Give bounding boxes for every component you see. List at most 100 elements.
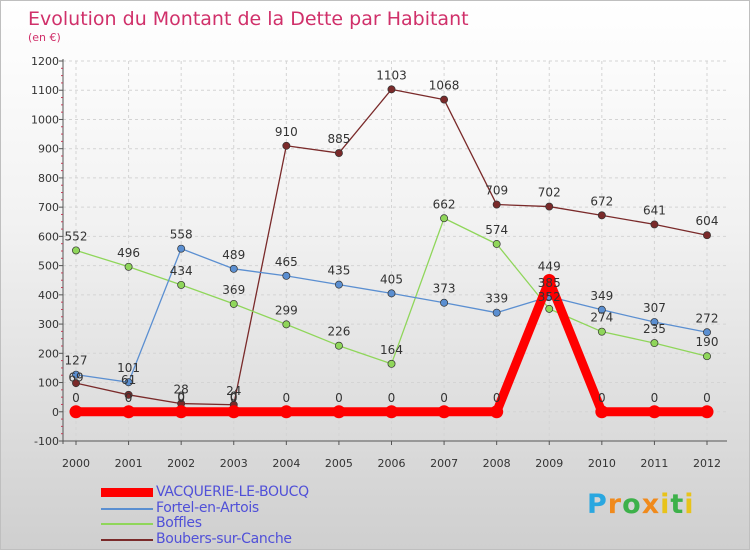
data-point (542, 274, 556, 288)
x-tick-label: 2009 (535, 457, 563, 470)
data-point (703, 328, 711, 337)
data-point (279, 405, 293, 419)
legend-label-boubers: Boubers-sur-Canche (156, 530, 292, 547)
legend-swatch-boubers (101, 538, 153, 541)
logo-letter: t (670, 489, 685, 520)
data-point (440, 95, 449, 104)
data-point (332, 405, 346, 419)
axes: -100010020030040050060070080090010001100… (31, 55, 727, 470)
data-point (387, 359, 396, 368)
x-tick-label: 2001 (115, 457, 143, 470)
data-label: 339 (485, 292, 508, 306)
data-point (387, 289, 396, 298)
data-point (124, 390, 133, 399)
data-point (492, 200, 501, 209)
legend-item-boffles: Boffles (101, 515, 421, 532)
data-label: 1103 (376, 68, 407, 82)
data-point (595, 405, 609, 419)
data-point (229, 264, 238, 273)
data-label: 0 (440, 391, 448, 405)
data-label: 435 (327, 264, 350, 278)
y-tick-label: 100 (38, 377, 59, 390)
data-point (490, 405, 504, 419)
data-point (597, 305, 606, 314)
legend: VACQUERIE-LE-BOUCQ Fortel-en-Artois Boff… (101, 484, 421, 547)
data-point (229, 299, 238, 308)
legend-item-vacquerie: VACQUERIE-LE-BOUCQ (101, 484, 421, 501)
data-point (69, 405, 83, 419)
data-label: 0 (125, 391, 133, 405)
data-point (72, 370, 80, 379)
data-point (703, 231, 711, 240)
x-tick-label: 2000 (62, 457, 90, 470)
x-tick-label: 2004 (272, 457, 300, 470)
data-point (227, 405, 241, 419)
y-tick-label: 700 (38, 201, 59, 214)
data-label: 449 (538, 260, 561, 274)
data-label: 61 (121, 373, 136, 387)
data-label: 434 (170, 264, 193, 278)
data-point (647, 405, 661, 419)
data-point (282, 141, 291, 150)
data-label: 0 (230, 389, 238, 403)
data-label: 702 (538, 186, 561, 200)
data-point (124, 378, 133, 387)
data-label: 190 (696, 335, 719, 349)
data-label: 0 (703, 391, 711, 405)
data-label: 0 (651, 391, 659, 405)
data-point (282, 271, 291, 280)
data-point (177, 280, 186, 289)
data-point (334, 280, 343, 289)
data-label: 0 (72, 391, 80, 405)
data-labels: 28 24 910 885 1103 1068 709 702 672 641 604 552 496 4… (65, 68, 719, 404)
data-label: 349 (590, 289, 613, 303)
data-label: 709 (485, 184, 508, 198)
logo-letter: i (660, 489, 671, 520)
data-label: 405 (380, 272, 403, 286)
y-tick-label: 1000 (31, 113, 59, 126)
data-point (650, 318, 659, 326)
data-point (597, 327, 606, 336)
y-tick-label: 1200 (31, 55, 59, 68)
x-tick-label: 2012 (693, 457, 721, 470)
y-tick-label: 400 (38, 289, 59, 302)
grid (63, 60, 727, 442)
data-label: 352 (538, 290, 561, 304)
x-tick-label: 2003 (220, 457, 248, 470)
data-label: 24 (226, 384, 241, 398)
data-point (703, 352, 711, 361)
data-point (700, 405, 714, 419)
x-tick-label: 2007 (430, 457, 458, 470)
data-point (282, 320, 291, 329)
data-point (545, 304, 554, 313)
legend-swatch-fortel (101, 507, 153, 510)
data-label: 0 (283, 391, 291, 405)
x-tick-label: 2002 (167, 457, 195, 470)
data-label: 910 (275, 125, 298, 139)
y-tick-label: 300 (38, 318, 59, 331)
data-point (72, 379, 80, 388)
legend-label-fortel: Fortel-en-Artois (156, 499, 259, 516)
data-label: 369 (222, 283, 245, 297)
x-tick-label: 2011 (640, 457, 668, 470)
data-label: 1068 (429, 79, 460, 93)
x-tick-label: 2005 (325, 457, 353, 470)
x-tick-label: 2006 (378, 457, 406, 470)
data-label: 0 (177, 391, 185, 405)
data-point (72, 246, 80, 255)
data-label: 164 (380, 343, 403, 357)
data-point (545, 202, 554, 211)
data-label: 373 (433, 282, 456, 296)
data-label: 465 (275, 255, 298, 269)
data-label: 0 (493, 391, 501, 405)
logo-letter: r (607, 489, 623, 520)
data-label: 574 (485, 223, 508, 237)
y-tick-label: 900 (38, 143, 59, 156)
data-label: 0 (230, 391, 238, 405)
data-label: 101 (117, 361, 140, 375)
data-point (124, 262, 133, 271)
y-tick-label: 600 (38, 230, 59, 243)
data-label: 496 (117, 246, 140, 260)
y-tick-label: 800 (38, 172, 59, 185)
